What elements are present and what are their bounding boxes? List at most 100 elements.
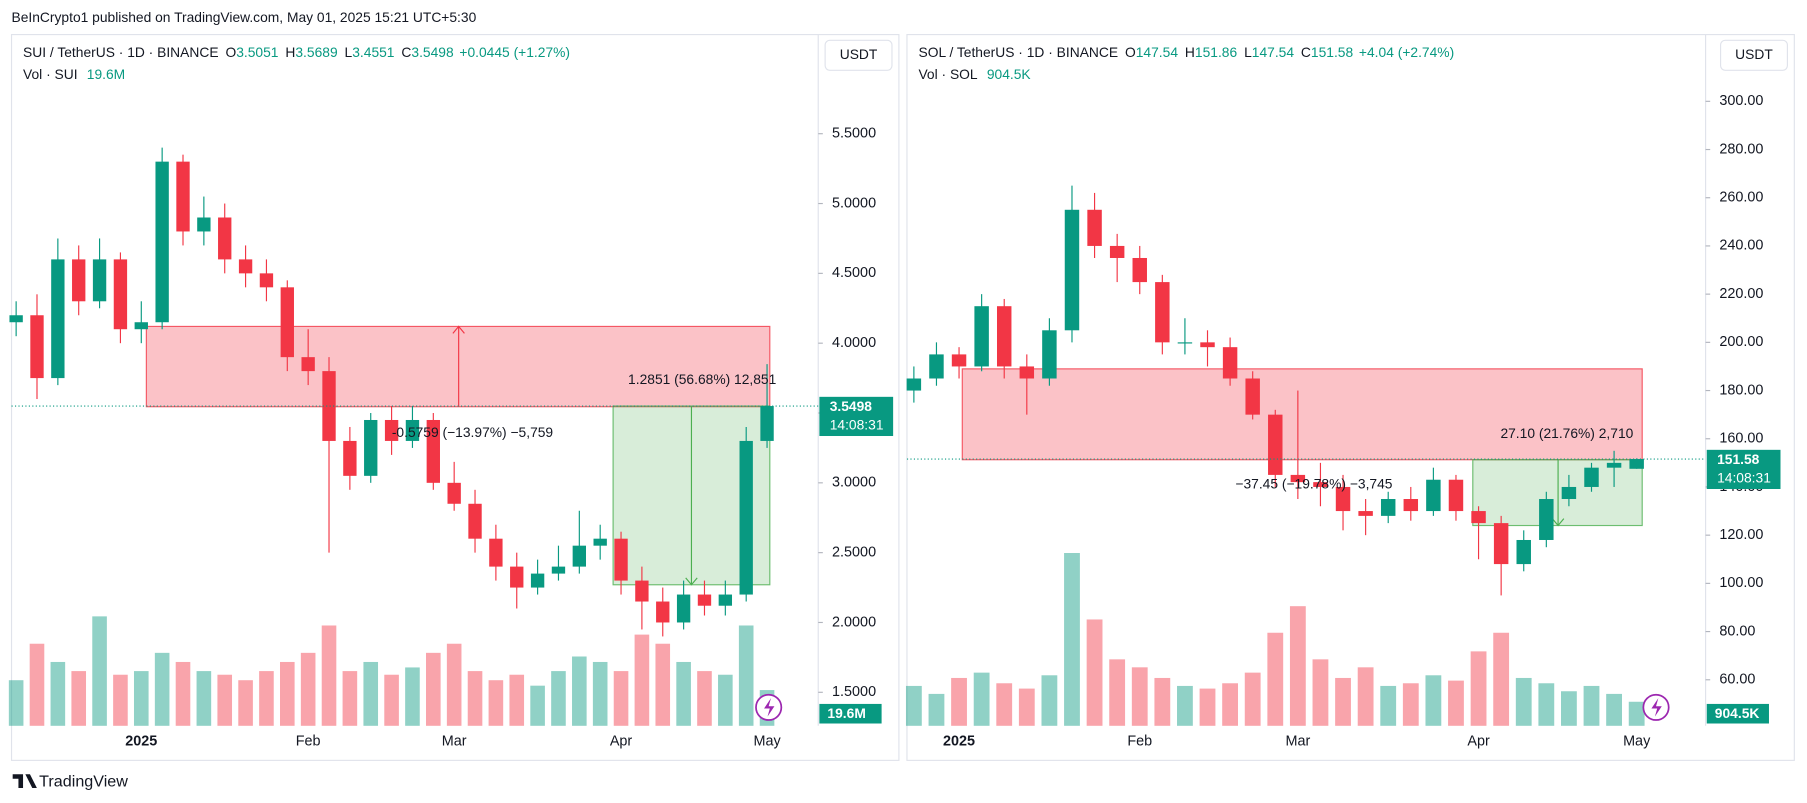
volume-bar xyxy=(488,680,504,726)
y-tick-label: 200.00 xyxy=(1719,334,1763,350)
measure-label: 27.10 (21.76%) 2,710 xyxy=(1500,425,1633,441)
volume-bar xyxy=(1583,685,1600,726)
currency[interactable]: USDT xyxy=(1735,46,1773,62)
ohlc-value: 151.86 xyxy=(1195,44,1238,60)
candle-body xyxy=(1584,467,1599,487)
candle-body xyxy=(9,315,23,323)
volume-bar xyxy=(530,685,545,726)
candle-body xyxy=(51,259,65,379)
candle-body xyxy=(1561,486,1577,500)
arrow-head xyxy=(1551,518,1565,527)
volume-bar xyxy=(133,671,149,726)
volume-bar xyxy=(1289,606,1306,726)
candle-body xyxy=(259,273,274,288)
volume-bar xyxy=(175,661,191,726)
volume-bar xyxy=(1628,701,1645,726)
volume-bar xyxy=(1357,667,1374,726)
volume-bar xyxy=(467,671,483,726)
volume-bar xyxy=(592,661,608,726)
volume-bar xyxy=(384,674,399,726)
candle-body xyxy=(1358,511,1373,516)
y-tick-label: 100.00 xyxy=(1719,575,1763,591)
y-tick-label: 180.00 xyxy=(1719,382,1763,398)
currency[interactable]: USDT xyxy=(840,46,878,62)
volume-bar xyxy=(697,671,712,726)
volume-bar xyxy=(71,671,87,726)
candle-body xyxy=(1335,486,1351,512)
candle-body xyxy=(92,259,107,302)
volume-bar xyxy=(405,667,420,726)
volume-title: Vol · SUI xyxy=(23,66,78,82)
change: +4.04 (+2.74%) xyxy=(1359,44,1454,60)
volume-bar xyxy=(1402,683,1419,726)
volume-tag-label: 904.5K xyxy=(1715,705,1760,721)
ohlc-key: H xyxy=(285,44,295,60)
volume-bar xyxy=(613,671,629,726)
candle-body xyxy=(1132,257,1147,283)
volume-bar xyxy=(1312,659,1329,726)
candle-body xyxy=(1426,479,1441,512)
symbol-title: SUI / TetherUS · 1D · BINANCE xyxy=(23,44,219,60)
candle-body xyxy=(134,322,148,330)
ohlc-value: 3.4551 xyxy=(352,44,394,60)
volume-bar xyxy=(1244,672,1261,726)
candle-body xyxy=(468,503,482,539)
candle-body xyxy=(1222,347,1238,379)
candle-body xyxy=(906,378,922,391)
x-tick-label: Mar xyxy=(1285,734,1310,750)
candle-body xyxy=(489,538,503,567)
candle-body xyxy=(238,259,253,274)
volume-bar xyxy=(29,643,45,726)
volume-bar xyxy=(905,685,922,726)
candle-body xyxy=(1268,414,1283,475)
candle-body xyxy=(1313,482,1328,487)
x-tick-label: Apr xyxy=(1467,734,1490,750)
currency-button[interactable] xyxy=(1719,39,1788,71)
candle-body xyxy=(1064,209,1080,331)
volume-header: Vol · SUI 19.6M xyxy=(23,66,125,82)
candle-body xyxy=(1042,330,1057,379)
y-tick-label: 80.00 xyxy=(1719,623,1755,639)
volume-bar xyxy=(1154,677,1171,726)
volume-bar xyxy=(279,661,295,726)
volume-bar xyxy=(951,677,967,726)
candle-body xyxy=(510,566,524,588)
price-tag-price: 151.58 xyxy=(1717,451,1760,467)
symbol-title: SOL / TetherUS · 1D · BINANCE xyxy=(918,44,1118,60)
candle-body xyxy=(113,259,128,330)
volume-bar xyxy=(1222,683,1239,726)
currency-button[interactable] xyxy=(824,39,893,71)
volume-bar xyxy=(928,693,945,726)
candle-body xyxy=(1403,499,1419,512)
y-tick-label: 260.00 xyxy=(1719,190,1763,206)
candle-body xyxy=(1109,245,1125,258)
volume-bar xyxy=(1335,677,1351,726)
arrow-head xyxy=(685,577,698,586)
volume-bar xyxy=(655,643,671,726)
volume-bar xyxy=(551,671,566,726)
ohlc-value: 147.54 xyxy=(1252,44,1295,60)
volume-bar xyxy=(92,616,107,726)
volume-bar xyxy=(154,652,170,726)
candle-body xyxy=(1177,342,1193,344)
x-tick-label: May xyxy=(753,734,781,750)
candle-body xyxy=(614,538,628,581)
volume-bar xyxy=(1064,552,1080,726)
candle-body xyxy=(1380,499,1396,516)
volume-bar xyxy=(8,680,24,726)
ohlc-value: 3.5498 xyxy=(411,44,454,60)
candle-body xyxy=(447,482,461,504)
volume-bar xyxy=(426,652,441,726)
candle-body xyxy=(384,419,399,441)
ohlc-value: 151.58 xyxy=(1311,44,1354,60)
candle-body xyxy=(760,406,774,441)
y-tick-label: 1.5000 xyxy=(832,684,876,700)
byline: BeInCrypto1 published on TradingView.com… xyxy=(12,9,477,25)
volume-bar xyxy=(738,625,754,726)
y-tick-label: 4.0000 xyxy=(832,335,876,351)
y-tick-label: 2.0000 xyxy=(832,614,876,630)
volume-bar xyxy=(1493,632,1510,726)
volume-bar xyxy=(1448,680,1464,726)
candle-body xyxy=(676,594,691,623)
